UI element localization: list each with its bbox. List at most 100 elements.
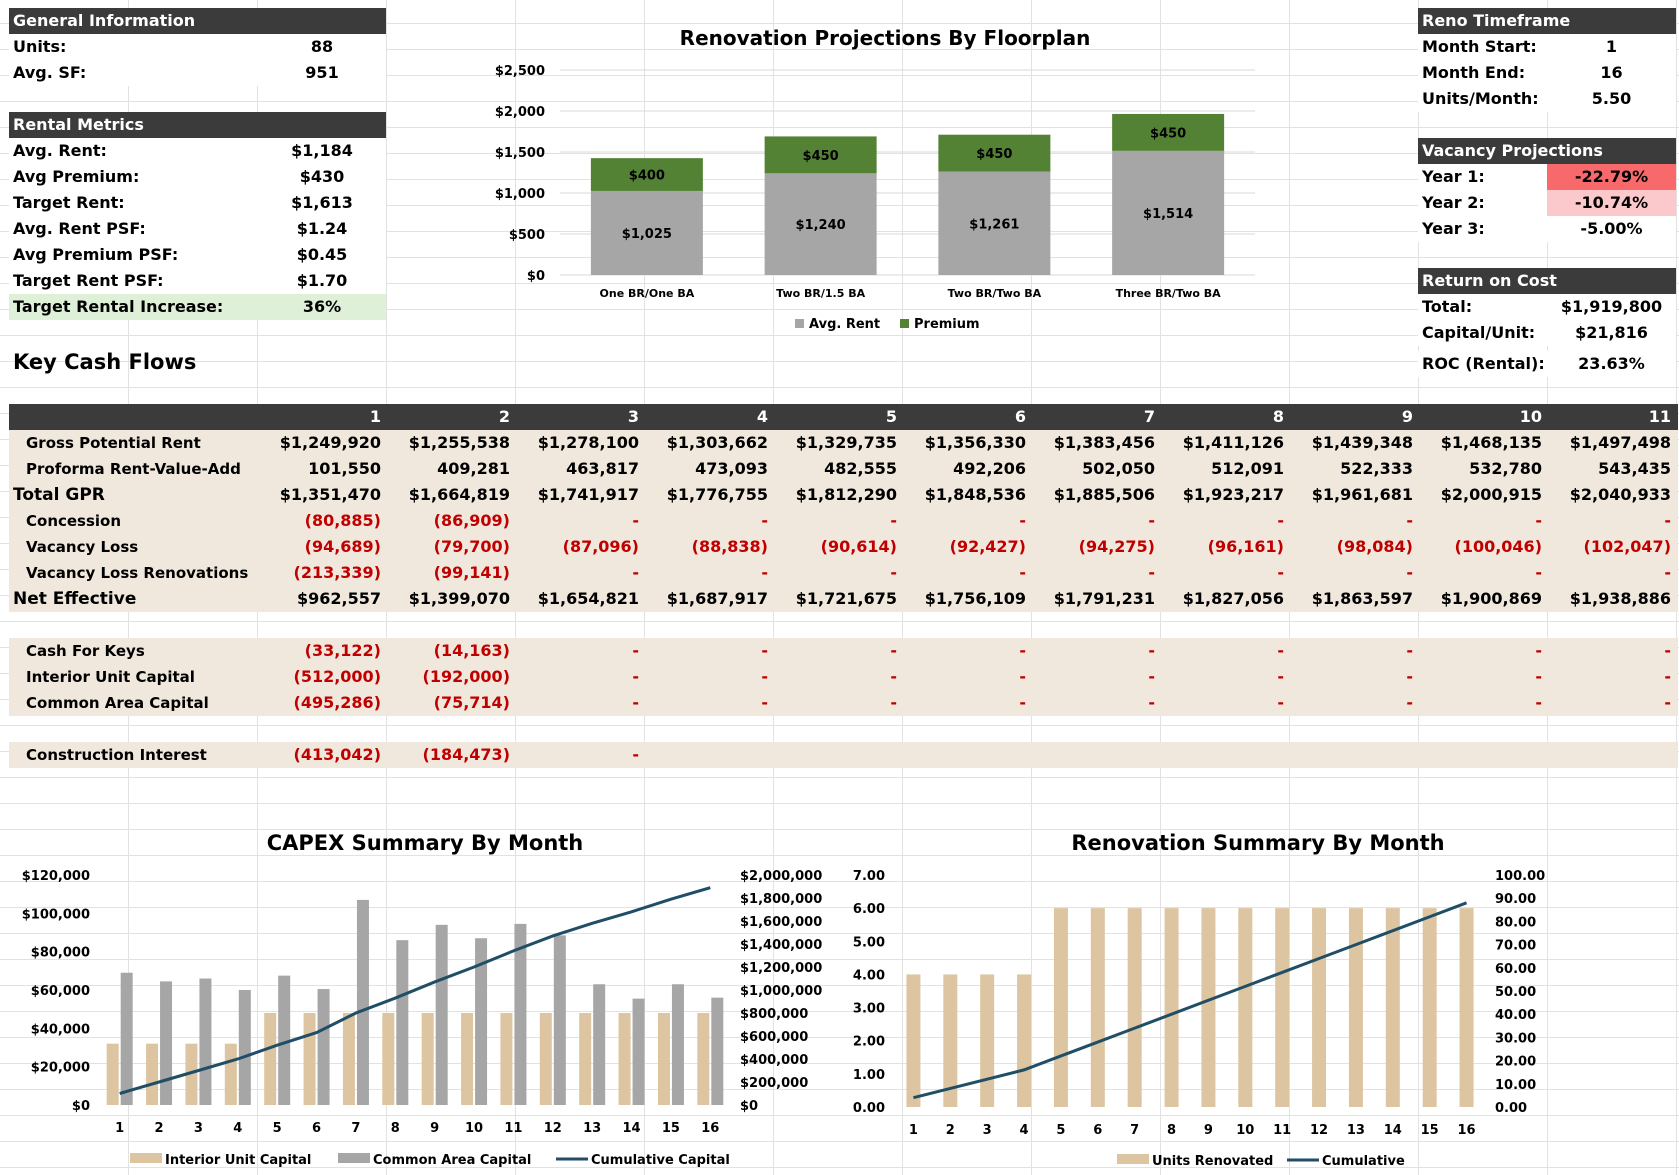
cash-cell[interactable]: 492,206 — [953, 459, 1026, 478]
cash-cell[interactable]: - — [632, 563, 639, 582]
reno-row[interactable]: Month Start: 1 — [1418, 34, 1676, 60]
bar-avg-rent[interactable] — [590, 190, 703, 275]
bar-interior-unit-capital[interactable] — [618, 1013, 631, 1105]
bar-units-renovated[interactable] — [1090, 908, 1105, 1107]
cash-cell[interactable]: - — [1535, 563, 1542, 582]
bar-interior-unit-capital[interactable] — [185, 1043, 198, 1105]
cash-cell[interactable]: $1,961,681 — [1311, 485, 1413, 504]
cash-cell[interactable]: - — [890, 511, 897, 530]
bar-interior-unit-capital[interactable] — [697, 1013, 710, 1105]
cash-cell[interactable]: - — [890, 693, 897, 712]
cash-cell[interactable]: - — [1277, 641, 1284, 660]
bar-units-renovated[interactable] — [906, 974, 921, 1107]
cash-cell[interactable]: (79,700) — [433, 537, 510, 556]
cash-cell[interactable]: - — [1148, 667, 1155, 686]
cash-cell[interactable]: - — [632, 667, 639, 686]
bar-common-area-capital[interactable] — [671, 984, 684, 1105]
bar-interior-unit-capital[interactable] — [421, 1013, 434, 1105]
cash-cell[interactable]: - — [1406, 563, 1413, 582]
bar-interior-unit-capital[interactable] — [461, 1013, 474, 1105]
cash-cell[interactable]: (92,427) — [949, 537, 1026, 556]
cash-cell[interactable]: - — [1277, 693, 1284, 712]
cash-cell[interactable]: $1,278,100 — [537, 433, 639, 452]
line-cumulative[interactable] — [913, 901, 1468, 1100]
cash-cell[interactable]: - — [761, 511, 768, 530]
cash-cell[interactable]: $1,468,135 — [1440, 433, 1542, 452]
general-units-row[interactable]: Units: 88 — [9, 34, 386, 60]
cash-cell[interactable]: - — [632, 511, 639, 530]
cash-cell[interactable]: $1,351,470 — [279, 485, 381, 504]
cash-cell[interactable]: $1,329,735 — [795, 433, 897, 452]
bar-common-area-capital[interactable] — [356, 899, 369, 1105]
cash-cell[interactable]: (88,838) — [691, 537, 768, 556]
bar-avg-rent[interactable] — [764, 173, 877, 275]
bar-units-renovated[interactable] — [980, 974, 995, 1107]
cash-cell[interactable]: - — [1535, 511, 1542, 530]
cash-cell[interactable]: $1,497,498 — [1569, 433, 1671, 452]
cash-cell[interactable]: - — [1406, 511, 1413, 530]
line-cumulative[interactable] — [119, 886, 711, 1095]
cash-cell[interactable]: - — [1406, 667, 1413, 686]
cash-cell[interactable]: 482,555 — [824, 459, 897, 478]
rental-row[interactable]: Target Rent: $1,613 — [9, 190, 386, 216]
cash-cell[interactable]: - — [1664, 641, 1671, 660]
cash-cell[interactable]: - — [1148, 641, 1155, 660]
cash-cell[interactable]: (87,096) — [562, 537, 639, 556]
cash-cell[interactable]: 522,333 — [1340, 459, 1413, 478]
rental-row[interactable]: Avg. Rent: $1,184 — [9, 138, 386, 164]
bar-common-area-capital[interactable] — [317, 989, 330, 1105]
cash-cell[interactable]: - — [1535, 641, 1542, 660]
bar-avg-rent[interactable] — [1112, 150, 1225, 275]
roc-row[interactable]: ROC (Rental): 23.63% — [1418, 351, 1676, 377]
cash-cell[interactable]: (96,161) — [1207, 537, 1284, 556]
cash-cell[interactable]: - — [761, 693, 768, 712]
cash-cell[interactable]: - — [1535, 667, 1542, 686]
cash-cell[interactable]: $1,848,536 — [924, 485, 1026, 504]
bar-common-area-capital[interactable] — [120, 972, 133, 1105]
bar-interior-unit-capital[interactable] — [382, 1013, 395, 1105]
bar-interior-unit-capital[interactable] — [500, 1013, 513, 1105]
cash-cell[interactable]: 512,091 — [1211, 459, 1284, 478]
bar-interior-unit-capital[interactable] — [539, 1013, 552, 1105]
cash-cell[interactable]: - — [1019, 563, 1026, 582]
bar-units-renovated[interactable] — [1201, 908, 1216, 1107]
cash-cell[interactable]: $1,791,231 — [1053, 589, 1155, 608]
cash-cell[interactable]: - — [1277, 667, 1284, 686]
cash-cell[interactable]: (98,084) — [1336, 537, 1413, 556]
cash-cell[interactable]: $1,255,538 — [408, 433, 510, 452]
cash-cell[interactable]: $962,557 — [296, 589, 381, 608]
cash-cell[interactable]: - — [632, 641, 639, 660]
cash-cell[interactable]: $1,863,597 — [1311, 589, 1413, 608]
cash-cell[interactable]: 543,435 — [1598, 459, 1671, 478]
cash-cell[interactable]: (94,689) — [304, 537, 381, 556]
cash-cell[interactable]: $1,900,869 — [1440, 589, 1542, 608]
bar-common-area-capital[interactable] — [593, 984, 606, 1105]
cash-cell[interactable]: (100,046) — [1454, 537, 1543, 556]
cash-cell[interactable]: - — [632, 693, 639, 712]
vacancy-row[interactable]: Year 1: -22.79% — [1418, 164, 1676, 190]
rental-row[interactable]: Avg Premium PSF: $0.45 — [9, 242, 386, 268]
cash-cell[interactable]: $1,411,126 — [1182, 433, 1284, 452]
cash-cell[interactable]: 101,550 — [308, 459, 381, 478]
cash-cell[interactable]: $1,654,821 — [537, 589, 639, 608]
bar-common-area-capital[interactable] — [553, 935, 566, 1105]
cash-cell[interactable]: $1,827,056 — [1182, 589, 1284, 608]
cash-cell[interactable]: - — [1019, 667, 1026, 686]
bar-interior-unit-capital[interactable] — [303, 1013, 316, 1105]
cash-cell[interactable]: - — [761, 563, 768, 582]
cash-cell[interactable]: - — [890, 667, 897, 686]
reno-row[interactable]: Month End: 16 — [1418, 60, 1676, 86]
rental-row[interactable]: Avg. Rent PSF: $1.24 — [9, 216, 386, 242]
bar-interior-unit-capital[interactable] — [106, 1043, 119, 1105]
bar-common-area-capital[interactable] — [396, 940, 409, 1105]
bar-interior-unit-capital[interactable] — [224, 1043, 237, 1105]
cash-cell[interactable]: 473,093 — [695, 459, 768, 478]
cash-cell[interactable]: (495,286) — [293, 693, 382, 712]
cash-cell[interactable]: (86,909) — [433, 511, 510, 530]
bar-units-renovated[interactable] — [943, 974, 958, 1107]
cash-cell[interactable]: $1,383,456 — [1053, 433, 1155, 452]
cash-cell[interactable]: 532,780 — [1469, 459, 1542, 478]
cash-cell[interactable]: - — [1148, 693, 1155, 712]
bar-units-renovated[interactable] — [1238, 908, 1253, 1107]
cash-cell[interactable]: (512,000) — [293, 667, 382, 686]
